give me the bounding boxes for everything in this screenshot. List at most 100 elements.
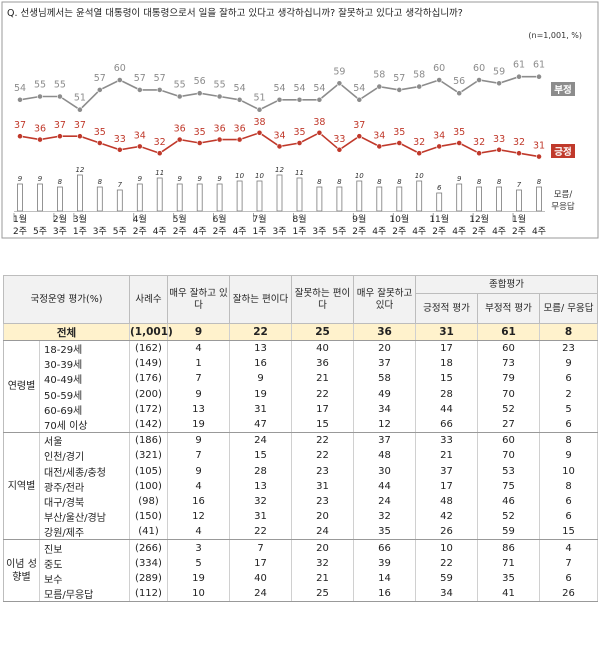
x-week-label: 4주 [193, 226, 207, 237]
value-cell: 23 [291, 463, 354, 479]
table-row: 지역별 서울 (186) 9 24 22 37 33 60 8 [3, 432, 599, 541]
x-month-label: 9월 [352, 213, 366, 225]
value-cell: 59 [477, 524, 540, 541]
data-label: 37 [54, 120, 66, 131]
data-point [116, 146, 123, 153]
data-point [376, 143, 383, 150]
value-cell: 14 [353, 570, 416, 586]
value-cell: 17 [415, 340, 478, 357]
data-label: 54 [293, 83, 305, 94]
data-point [396, 140, 403, 146]
value-cell: 3 [167, 539, 230, 556]
data-label: 61 [533, 60, 545, 71]
data-point [356, 96, 363, 103]
sample-size-cell: (112) [129, 586, 168, 603]
data-label: 58 [413, 70, 425, 81]
group-label: 지역별 [3, 432, 40, 541]
data-label: 35 [393, 127, 405, 138]
unknown-bar [276, 174, 283, 212]
group-label: 연령별 [3, 339, 40, 434]
value-cell: 9 [167, 432, 230, 449]
bar-label: 6 [437, 184, 442, 192]
value-cell: 20 [291, 509, 354, 525]
value-cell: 7 [167, 371, 230, 387]
data-label: 32 [413, 137, 425, 148]
value-cell: 37 [353, 356, 416, 372]
value-cell: 52 [477, 401, 540, 417]
value-cell: 26 [415, 524, 478, 541]
data-label: 61 [513, 60, 525, 71]
value-cell: 4 [167, 478, 230, 494]
unknown-bar [436, 192, 443, 212]
data-label: 37 [14, 120, 26, 131]
value-cell: 40 [291, 340, 354, 357]
data-point [436, 143, 443, 150]
value-cell: 1 [167, 356, 230, 372]
value-cell: 27 [477, 416, 540, 434]
row-label: 부산/울산/경남 [39, 509, 130, 525]
value-cell: 53 [477, 463, 540, 479]
value-cell: 17 [415, 478, 478, 494]
x-month-label: 2월 [53, 213, 67, 225]
unknown-bar [57, 186, 63, 212]
unknown-bar [156, 177, 163, 212]
data-point [536, 73, 542, 80]
value-cell: 19 [167, 570, 230, 586]
value-cell: 15 [538, 524, 599, 541]
value-cell: 6 [538, 493, 599, 510]
data-label: 35 [293, 127, 305, 138]
value-cell: 6 [538, 570, 599, 586]
value-cell: 28 [415, 386, 478, 402]
table-row: 이념 성향별 진보 (266) 3 7 20 66 10 86 4 [3, 539, 599, 603]
data-point [17, 96, 23, 103]
value-cell: 6 [538, 371, 599, 387]
data-label: 35 [94, 127, 106, 138]
data-label: 54 [273, 83, 285, 94]
header-sample-size: 사례수 [129, 275, 168, 324]
data-point [236, 136, 243, 143]
results-table-body: 전체 (1,001) 9 22 25 36 31 61 8 연령별 18-29세 (162) 4 13 40… [3, 323, 599, 603]
data-label: 54 [353, 83, 365, 94]
table-row: 대전/세종/충청 (105) 9 28 23 30 37 53 10 [4, 463, 599, 479]
unknown-bar [336, 186, 343, 212]
data-label: 31 [533, 141, 545, 152]
sample-size-cell: (150) [129, 509, 168, 525]
value-cell: 23 [538, 340, 599, 357]
unknown-bar [136, 183, 143, 212]
legend-swatch [551, 144, 575, 158]
x-week-label: 3주 [312, 226, 326, 237]
value-cell: 32 [229, 493, 292, 510]
data-point [176, 93, 183, 100]
data-point [316, 96, 323, 103]
data-point [236, 96, 243, 103]
data-label: 33 [333, 134, 345, 145]
value-cell: 10 [415, 539, 478, 556]
data-point [476, 150, 482, 157]
data-point [136, 143, 143, 150]
value-cell: 32 [291, 555, 354, 571]
unknown-bar [216, 183, 223, 212]
x-month-label: 12월 [469, 213, 489, 225]
value-cell: 34 [353, 401, 416, 417]
unknown-bar [176, 183, 183, 212]
value-cell: 86 [477, 539, 540, 556]
data-label: 58 [373, 70, 385, 81]
table-row-total: 전체 (1,001) 9 22 25 36 31 61 8 [3, 323, 599, 341]
value-cell: 58 [353, 371, 416, 387]
value-cell: 66 [353, 539, 416, 556]
value-cell: 19 [167, 416, 230, 434]
value-cell: 5 [167, 555, 230, 571]
value-cell: 52 [477, 509, 540, 525]
bar-label: 9 [197, 175, 202, 183]
bar-label: 10 [415, 172, 424, 180]
value-cell: 9 [229, 371, 292, 387]
row-label: 보수 [39, 570, 130, 586]
data-label: 55 [54, 80, 66, 91]
value-cell: 75 [477, 478, 540, 494]
data-label: 37 [353, 120, 365, 131]
sample-note: (n=1,001, %) [528, 31, 582, 40]
bar-label: 9 [177, 175, 182, 183]
data-label: 36 [174, 124, 186, 135]
data-point [37, 93, 43, 100]
data-point [496, 146, 502, 153]
